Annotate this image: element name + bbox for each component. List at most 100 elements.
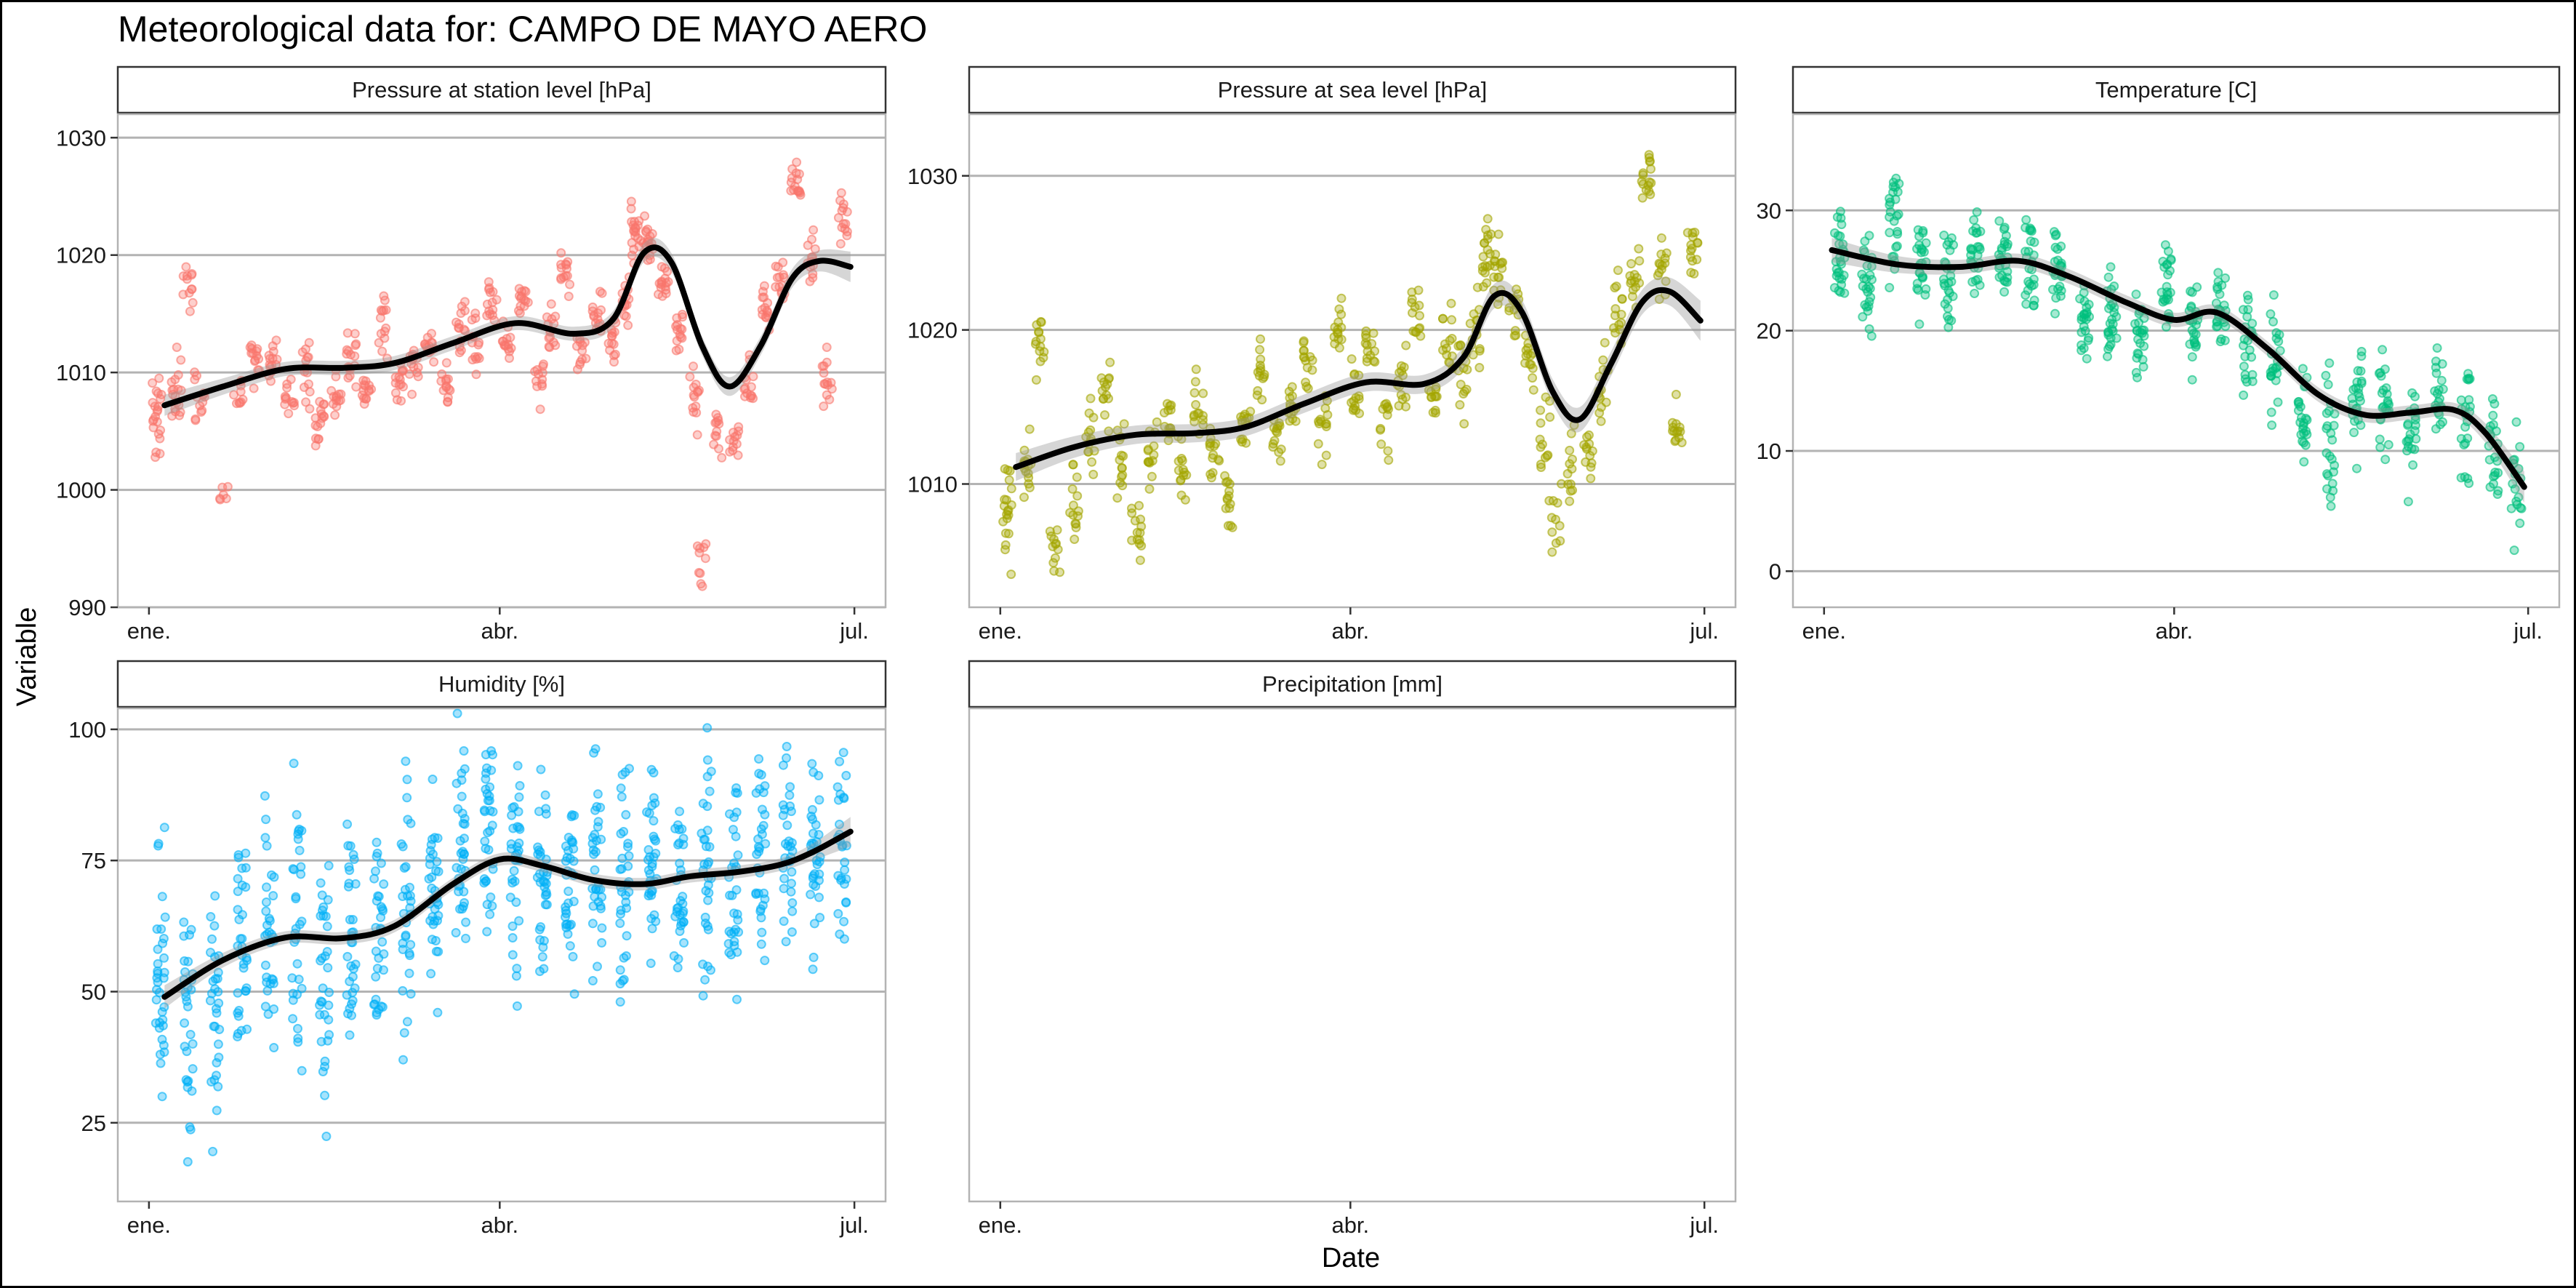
data-point xyxy=(1336,293,1347,303)
data-point xyxy=(999,501,1009,511)
data-point xyxy=(2488,410,2498,420)
panel-content: 1010 1020 1030 ene. abr. jul. xyxy=(907,150,1736,644)
data-point xyxy=(2247,369,2258,380)
data-point xyxy=(2244,345,2255,355)
data-point xyxy=(617,976,627,986)
chart-title: Meteorological data for: CAMPO DE MAYO A… xyxy=(118,9,927,49)
data-point xyxy=(1504,303,1514,313)
data-point xyxy=(646,959,656,968)
data-point xyxy=(372,896,382,906)
data-point xyxy=(1119,419,1129,429)
data-point xyxy=(2460,422,2471,432)
data-point xyxy=(2192,282,2202,292)
data-point xyxy=(1891,173,1901,183)
data-point xyxy=(587,976,598,985)
data-point xyxy=(786,887,796,897)
data-point xyxy=(540,900,550,910)
data-point xyxy=(1447,334,1457,343)
data-point xyxy=(509,865,519,876)
data-point xyxy=(441,358,452,368)
data-point xyxy=(2356,346,2367,356)
data-point xyxy=(1486,229,1496,239)
data-point xyxy=(838,199,848,209)
data-point xyxy=(754,847,764,857)
data-point xyxy=(808,964,818,975)
data-point xyxy=(1838,239,1848,249)
data-point xyxy=(1068,500,1078,511)
data-point xyxy=(361,393,371,404)
data-point xyxy=(1134,500,1144,511)
data-point xyxy=(779,873,790,884)
data-point xyxy=(470,313,481,323)
data-point xyxy=(2323,380,2333,390)
data-point xyxy=(2438,417,2447,427)
data-point xyxy=(1860,236,1870,247)
data-point xyxy=(152,924,162,934)
x-tick-label: jul. xyxy=(1689,1212,1719,1238)
data-point xyxy=(2162,281,2172,292)
data-point xyxy=(785,782,795,792)
data-point xyxy=(1073,511,1083,521)
data-point xyxy=(733,850,743,860)
data-point xyxy=(398,382,408,392)
data-point xyxy=(1050,553,1060,563)
data-point xyxy=(159,953,169,963)
data-point xyxy=(1414,324,1424,334)
panel-content: 0 10 20 30 ene. abr. jul. xyxy=(1757,173,2559,644)
data-points xyxy=(998,150,1703,580)
data-point xyxy=(2053,284,2063,294)
data-point xyxy=(609,357,619,367)
data-point xyxy=(292,959,302,969)
data-point xyxy=(207,934,217,944)
data-point xyxy=(650,798,660,808)
data-point xyxy=(561,923,571,932)
data-point xyxy=(758,287,768,297)
data-point xyxy=(2247,376,2258,386)
data-point xyxy=(536,764,546,775)
data-point xyxy=(810,244,820,254)
panel-plot-area xyxy=(968,113,1737,609)
data-point xyxy=(398,1055,408,1065)
data-point xyxy=(441,382,452,392)
data-point xyxy=(1384,455,1394,465)
data-point xyxy=(505,332,515,343)
data-point xyxy=(233,850,244,860)
data-point xyxy=(260,833,270,843)
data-point xyxy=(546,299,556,309)
data-point xyxy=(159,823,169,833)
data-point xyxy=(505,346,515,356)
data-point xyxy=(2219,300,2229,311)
data-point xyxy=(2375,442,2386,452)
data-point xyxy=(1677,438,1687,447)
data-point xyxy=(433,911,444,921)
data-point xyxy=(509,801,519,812)
data-point xyxy=(2489,452,2500,463)
data-point xyxy=(330,410,340,420)
data-point xyxy=(1226,521,1236,531)
y-tick-label: 25 xyxy=(81,1111,106,1136)
data-point xyxy=(2403,419,2413,429)
data-point xyxy=(499,340,510,350)
data-point xyxy=(1051,539,1061,549)
data-point xyxy=(1100,410,1110,420)
data-point xyxy=(814,795,824,805)
data-point xyxy=(488,807,498,817)
data-point xyxy=(1136,540,1147,551)
data-point xyxy=(324,988,334,997)
data-point xyxy=(1003,510,1014,520)
data-point xyxy=(413,372,423,382)
data-point xyxy=(606,331,617,341)
data-point xyxy=(481,844,491,854)
data-point xyxy=(1596,416,1606,426)
data-point xyxy=(215,494,225,503)
data-point xyxy=(1656,233,1666,243)
data-point xyxy=(1394,401,1404,411)
data-point xyxy=(2075,294,2085,304)
data-point xyxy=(1070,535,1080,544)
data-point xyxy=(544,342,554,351)
data-point xyxy=(310,413,321,423)
data-point xyxy=(380,333,390,343)
data-point xyxy=(561,841,571,851)
panel-strip xyxy=(968,65,1737,114)
x-tick-label: ene. xyxy=(1802,618,1846,644)
